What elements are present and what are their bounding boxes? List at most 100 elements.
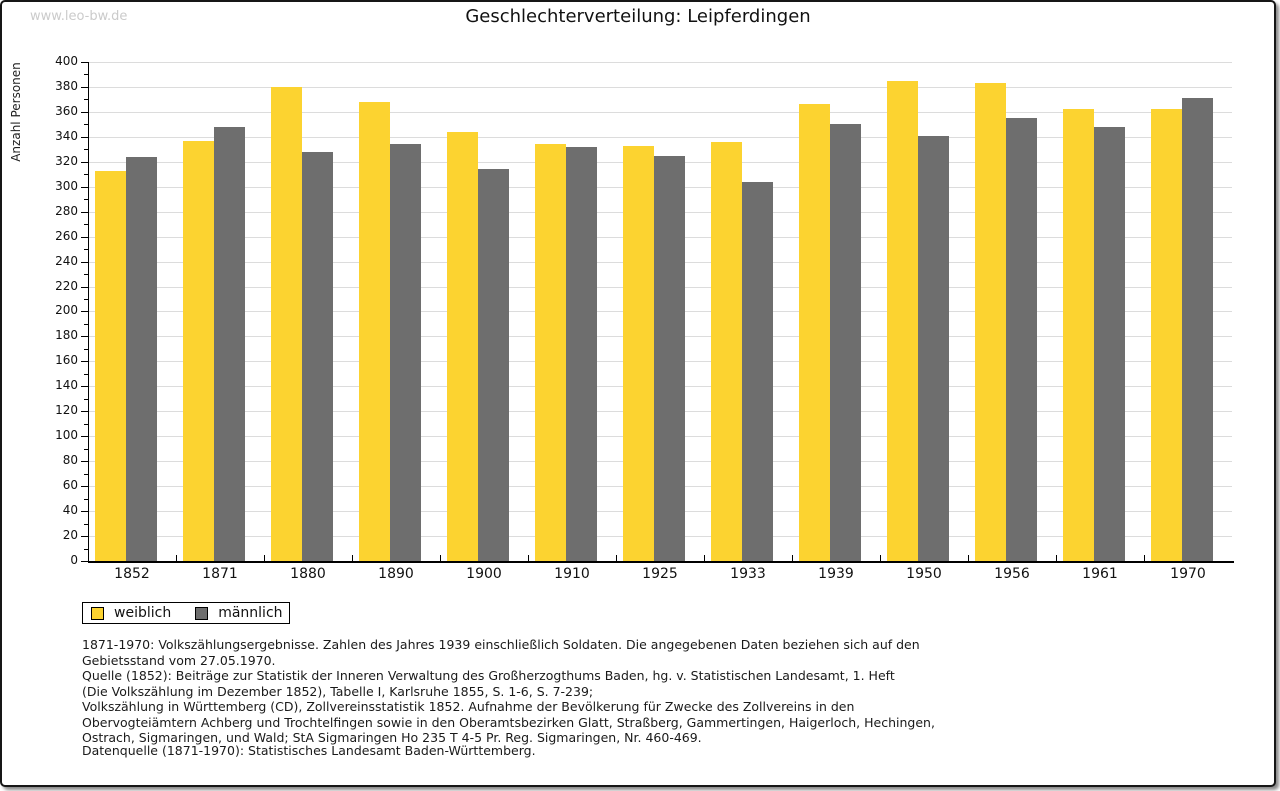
x-tick-1 — [176, 555, 177, 561]
footnote-line-4: (Die Volkszählung im Dezember 1852), Tab… — [82, 683, 594, 699]
bar-maennlich-1933 — [742, 182, 773, 561]
x-tick-5 — [528, 555, 529, 561]
y-tick-label-40: 40 — [62, 503, 78, 517]
datasource-line: Datenquelle (1871-1970): Statistisches L… — [82, 743, 536, 758]
footnote-line-5: Volkszählung in Württemberg (CD), Zollve… — [82, 699, 855, 714]
bar-weiblich-1961 — [1063, 109, 1094, 561]
bar-weiblich-1890 — [359, 102, 390, 561]
y-tick-350 — [84, 124, 88, 125]
y-tick-100 — [81, 436, 88, 437]
y-tick-330 — [84, 149, 88, 150]
x-tick-12 — [1144, 555, 1145, 561]
y-tick-label-240: 240 — [55, 254, 78, 268]
bar-maennlich-1910 — [566, 147, 597, 561]
y-tick-label-80: 80 — [62, 453, 78, 467]
x-axis-label-1871: 1871 — [202, 566, 238, 582]
y-tick-400 — [81, 62, 88, 63]
bar-weiblich-1950 — [887, 81, 918, 561]
x-tick-10 — [968, 555, 969, 561]
x-tick-4 — [440, 555, 441, 561]
bar-maennlich-1900 — [478, 169, 509, 561]
y-tick-label-100: 100 — [55, 428, 78, 442]
y-tick-300 — [81, 187, 88, 188]
y-tick-290 — [84, 199, 88, 200]
x-axis — [88, 561, 1234, 563]
bar-maennlich-1890 — [390, 144, 421, 561]
y-tick-180 — [81, 336, 88, 337]
y-tick-label-280: 280 — [55, 204, 78, 218]
y-tick-280 — [81, 212, 88, 213]
legend-swatch-weiblich — [91, 606, 104, 620]
bar-maennlich-1871 — [214, 127, 245, 561]
y-tick-label-60: 60 — [62, 478, 78, 492]
bar-maennlich-1939 — [830, 124, 861, 561]
y-tick-210 — [84, 299, 88, 300]
y-tick-170 — [84, 349, 88, 350]
x-tick-3 — [352, 555, 353, 561]
y-tick-140 — [81, 386, 88, 387]
y-tick-label-140: 140 — [55, 378, 78, 392]
legend: weiblich männlich — [82, 602, 290, 624]
y-tick-110 — [84, 424, 88, 425]
y-tick-70 — [84, 474, 88, 475]
y-tick-130 — [84, 399, 88, 400]
y-tick-90 — [84, 449, 88, 450]
legend-label-weiblich: weiblich — [114, 605, 172, 621]
x-axis-label-1950: 1950 — [906, 566, 942, 582]
x-tick-6 — [616, 555, 617, 561]
y-tick-250 — [84, 249, 88, 250]
x-axis-label-1925: 1925 — [642, 566, 678, 582]
bar-weiblich-1956 — [975, 83, 1006, 561]
y-tick-0 — [81, 561, 88, 562]
bar-weiblich-1933 — [711, 142, 742, 561]
gridline-400 — [88, 62, 1232, 63]
y-tick-160 — [81, 361, 88, 362]
bar-weiblich-1871 — [183, 141, 214, 561]
gridline-360 — [88, 112, 1232, 113]
legend-label-maennlich: männlich — [218, 605, 283, 621]
y-tick-10 — [84, 549, 88, 550]
y-tick-230 — [84, 274, 88, 275]
footnote-line-3: Quelle (1852): Beiträge zur Statistik de… — [82, 668, 895, 683]
y-tick-30 — [84, 524, 88, 525]
gridline-340 — [88, 137, 1232, 138]
footnote-line-6: Obervogteiämtern Achberg und Trochtelfin… — [82, 714, 935, 730]
bar-weiblich-1939 — [799, 104, 830, 561]
y-axis — [88, 62, 89, 562]
legend-item-maennlich: männlich — [195, 605, 283, 621]
y-tick-310 — [84, 174, 88, 175]
y-tick-150 — [84, 374, 88, 375]
y-axis-label: Anzahl Personen — [9, 62, 23, 162]
x-tick-11 — [1056, 555, 1057, 561]
y-tick-340 — [81, 137, 88, 138]
x-tick-9 — [880, 555, 881, 561]
y-tick-label-360: 360 — [55, 104, 78, 118]
footnote-line-2: Gebietsstand vom 27.05.1970. — [82, 652, 276, 668]
y-tick-260 — [81, 237, 88, 238]
bar-maennlich-1970 — [1182, 98, 1213, 561]
footnote-line-7: Ostrach, Sigmaringen, und Wald; StA Sigm… — [82, 730, 702, 745]
x-axis-label-1880: 1880 — [290, 566, 326, 582]
bar-maennlich-1852 — [126, 157, 157, 561]
bar-weiblich-1900 — [447, 132, 478, 561]
y-tick-label-200: 200 — [55, 303, 78, 317]
watermark-leo-bw: www.leo-bw.de — [30, 9, 128, 24]
y-tick-label-180: 180 — [55, 328, 78, 342]
y-tick-20 — [81, 536, 88, 537]
chart-title: Geschlechterverteilung: Leipferdingen — [465, 6, 811, 27]
x-axis-label-1933: 1933 — [730, 566, 766, 582]
y-tick-390 — [84, 74, 88, 75]
bar-weiblich-1925 — [623, 146, 654, 561]
gridline-380 — [88, 87, 1232, 88]
x-axis-label-1970: 1970 — [1170, 566, 1206, 582]
y-tick-120 — [81, 411, 88, 412]
x-tick-2 — [264, 555, 265, 561]
bar-maennlich-1925 — [654, 156, 685, 561]
x-axis-label-1900: 1900 — [466, 566, 502, 582]
y-tick-label-260: 260 — [55, 229, 78, 243]
y-tick-label-160: 160 — [55, 353, 78, 367]
bar-maennlich-1950 — [918, 136, 949, 561]
y-tick-label-380: 380 — [55, 79, 78, 93]
bar-weiblich-1880 — [271, 87, 302, 561]
